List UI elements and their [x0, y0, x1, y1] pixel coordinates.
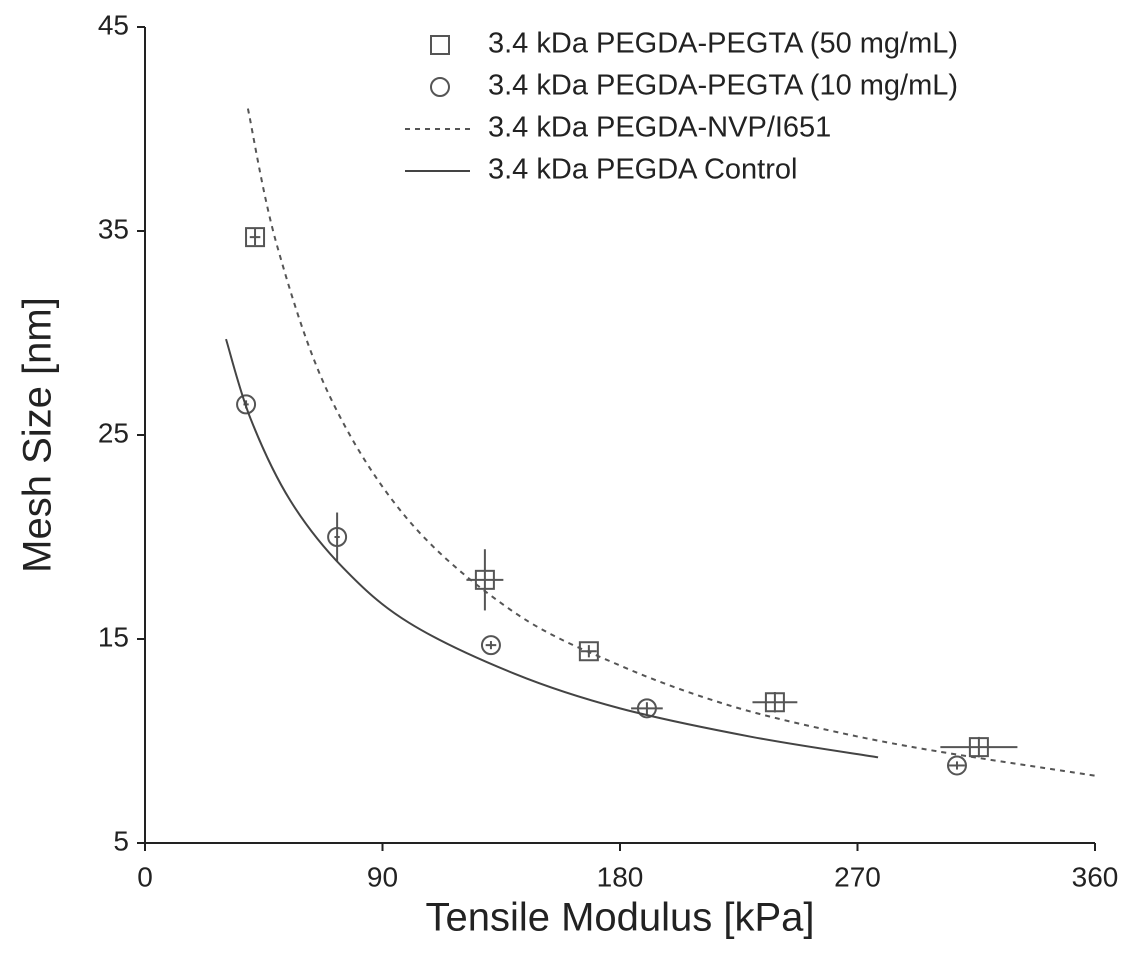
- y-tick-label: 35: [98, 213, 129, 244]
- data-point: [968, 737, 989, 758]
- legend-label: 3.4 kDa PEGDA-PEGTA (10 mg/mL): [488, 70, 958, 102]
- x-tick-label: 270: [834, 861, 881, 892]
- x-tick-label: 360: [1072, 861, 1119, 892]
- data-point: [430, 77, 450, 97]
- x-tick-label: 180: [597, 861, 644, 892]
- data-point: [480, 635, 501, 656]
- x-tick-label: 90: [367, 861, 398, 892]
- data-point: [430, 35, 450, 55]
- data-point: [327, 527, 348, 547]
- fit-curve: [225, 338, 879, 759]
- data-point: [236, 394, 257, 415]
- x-axis-title: Tensile Modulus [kPa]: [425, 896, 814, 940]
- fit-curve: [246, 108, 1096, 777]
- y-tick-label: 15: [98, 621, 129, 652]
- legend-label: 3.4 kDa PEGDA-NVP/I651: [488, 112, 831, 144]
- data-point: [946, 755, 967, 776]
- data-point: [578, 641, 599, 662]
- y-tick-label: 5: [113, 825, 129, 856]
- y-tick-label: 45: [98, 9, 129, 40]
- y-axis-title: Mesh Size [nm]: [16, 297, 60, 573]
- legend-label: 3.4 kDa PEGDA Control: [488, 154, 797, 186]
- data-point: [245, 227, 266, 248]
- legend-label: 3.4 kDa PEGDA-PEGTA (50 mg/mL): [488, 28, 958, 60]
- data-point: [636, 698, 657, 719]
- y-tick-label: 25: [98, 417, 129, 448]
- x-tick-label: 0: [137, 861, 153, 892]
- data-point: [764, 692, 785, 713]
- data-point: [474, 569, 495, 590]
